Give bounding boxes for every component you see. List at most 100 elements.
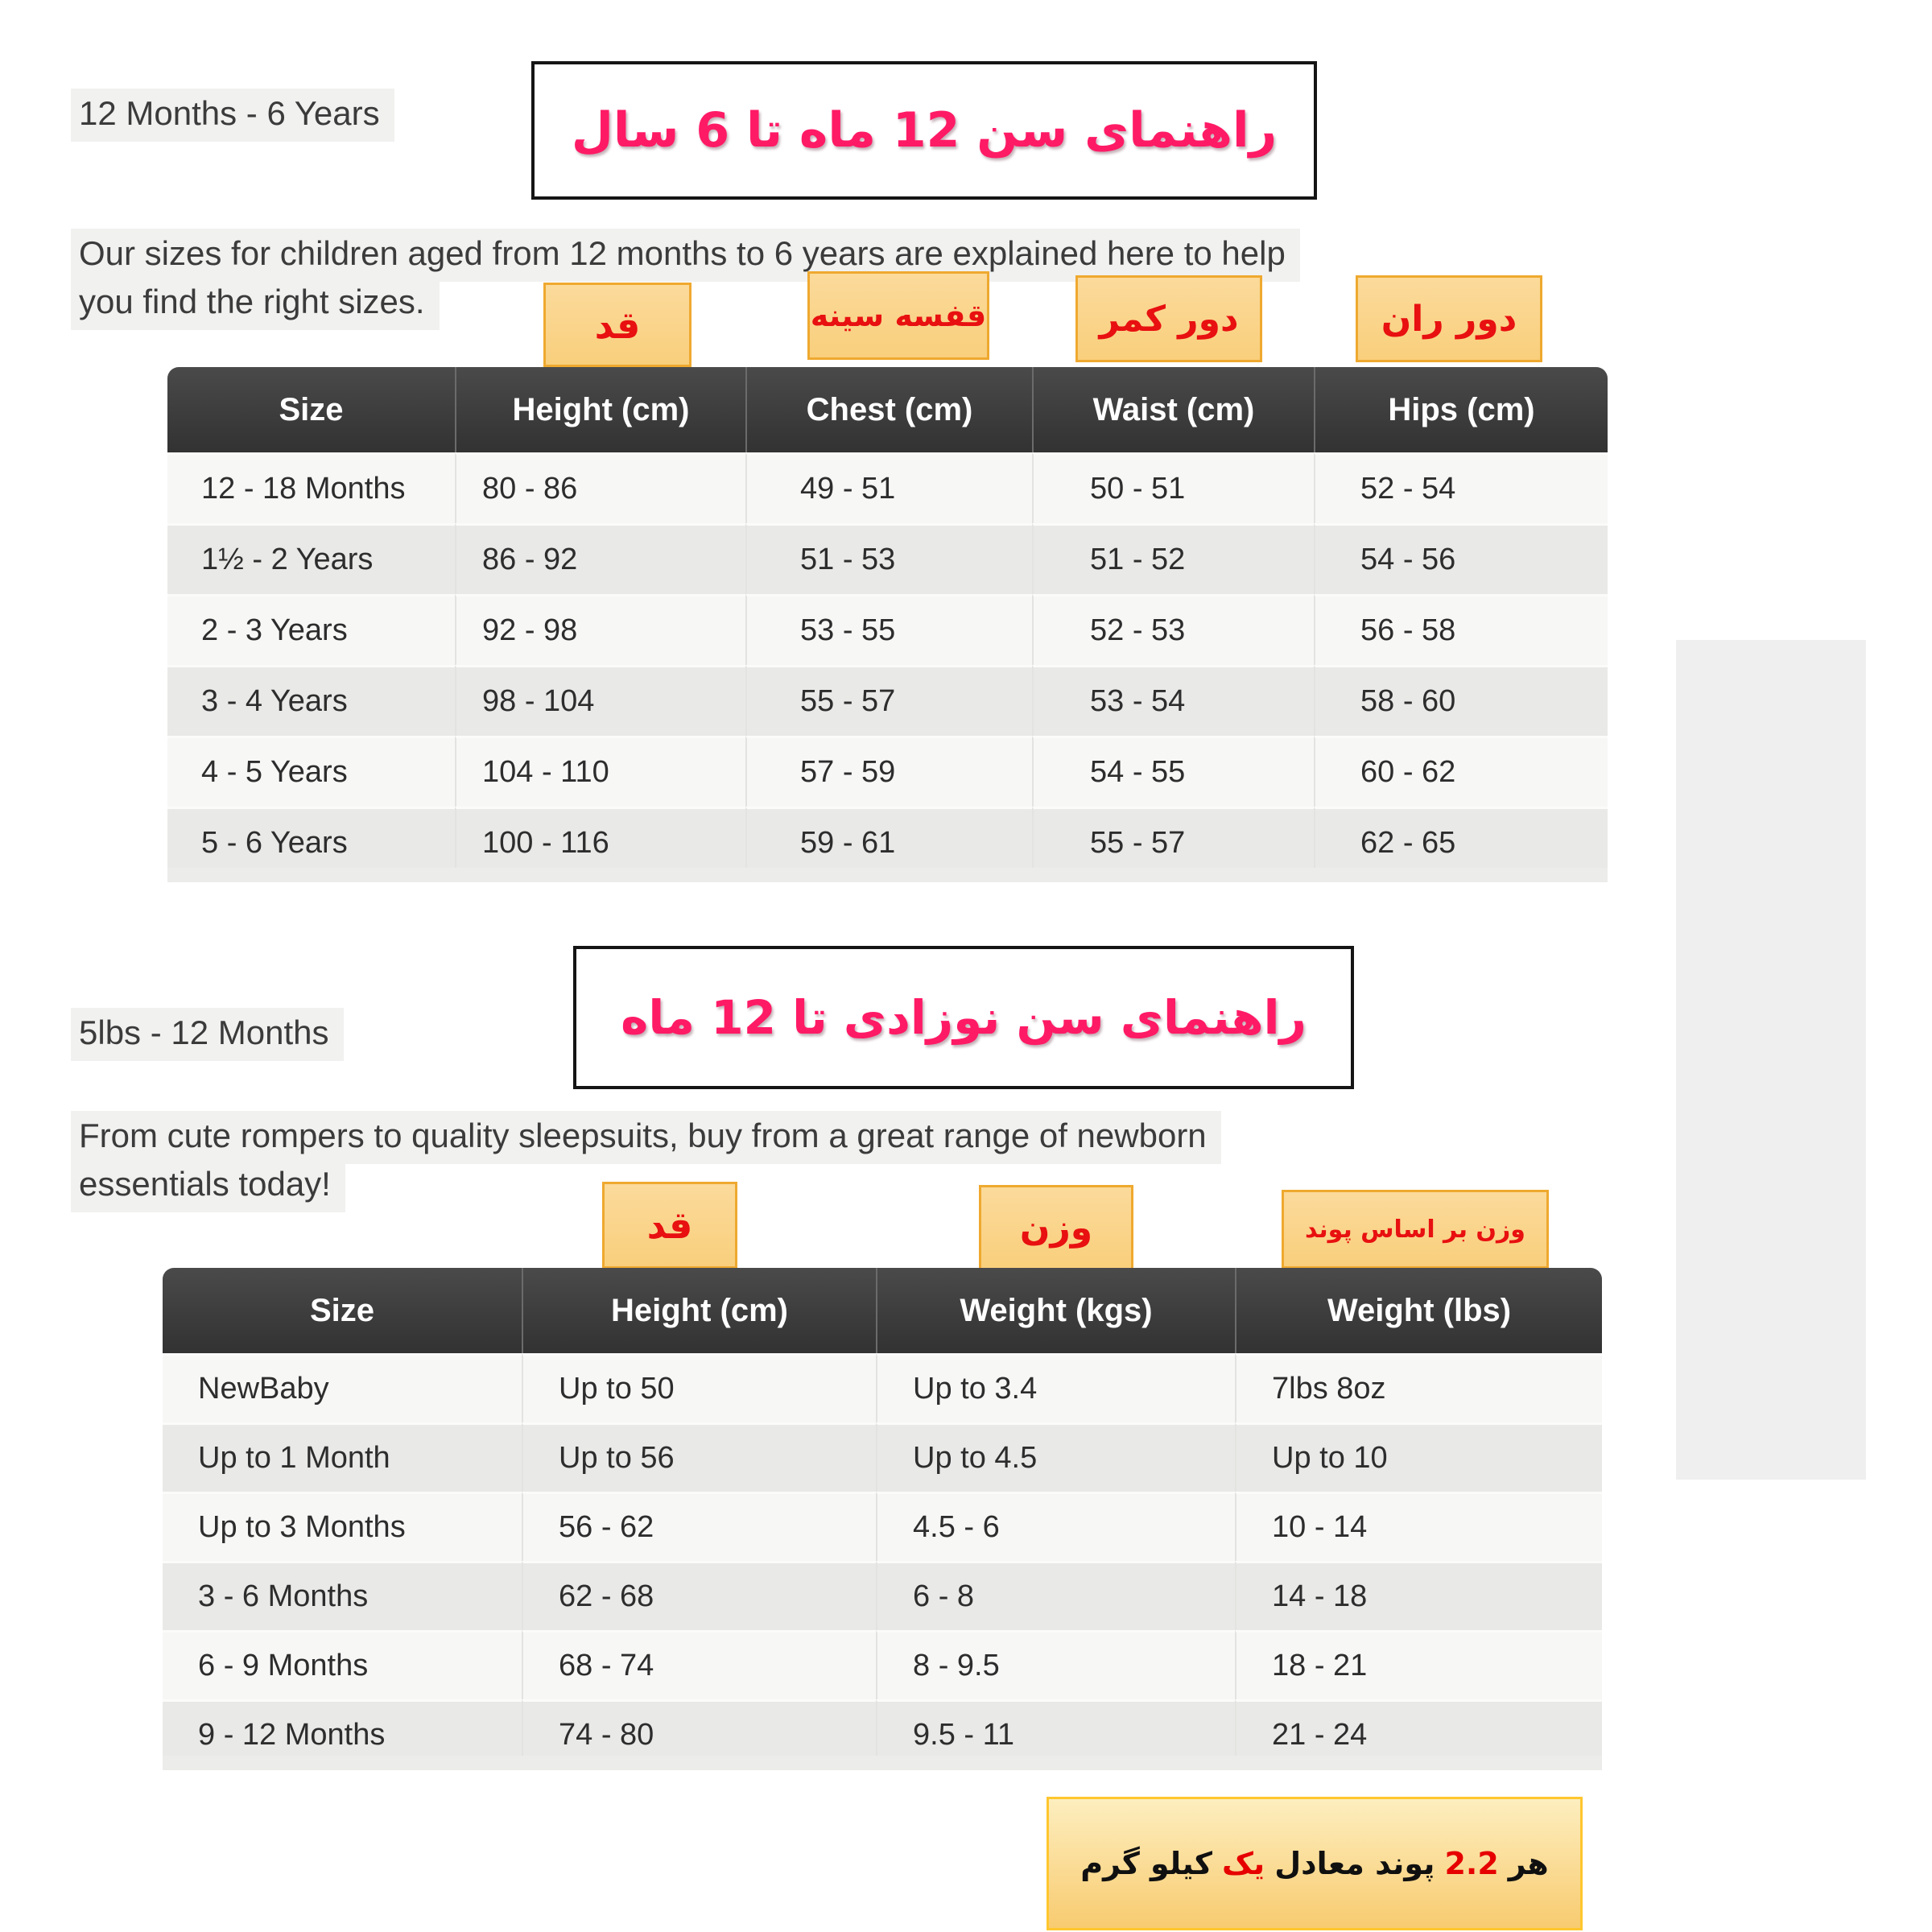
note-value-red: یک — [1222, 1846, 1265, 1881]
pound-conversion-note: هر 2.2 پوند معادل یک کیلو گرم — [1046, 1797, 1583, 1930]
table-cell: 12 - 18 Months — [167, 452, 455, 523]
column-header: Height (cm) — [522, 1268, 876, 1353]
column-header: Hips (cm) — [1314, 367, 1608, 452]
column-header: Height (cm) — [455, 367, 745, 452]
table1-footer-strip — [167, 868, 1608, 882]
label-height2-fa: قد — [602, 1182, 737, 1269]
table-cell: 8 - 9.5 — [876, 1630, 1235, 1699]
label-height-fa: قد — [543, 283, 691, 367]
table-cell: Up to 50 — [522, 1353, 876, 1422]
table-row: 2 - 3 Years 92 - 98 53 - 55 52 - 53 56 -… — [167, 594, 1608, 665]
table-cell: 3 - 4 Years — [167, 665, 455, 736]
table-cell: Up to 56 — [522, 1422, 876, 1492]
table-cell: 54 - 56 — [1314, 523, 1608, 594]
column-header: Size — [163, 1268, 522, 1353]
right-gray-panel — [1676, 640, 1866, 1480]
table-cell: 104 - 110 — [455, 736, 745, 807]
table-row: 3 - 6 Months 62 - 68 6 - 8 14 - 18 — [163, 1561, 1602, 1630]
table-cell: 74 - 80 — [522, 1699, 876, 1769]
table-cell: Up to 4.5 — [876, 1422, 1235, 1492]
label-hips-fa: دور ران — [1356, 275, 1542, 362]
table-cell: 68 - 74 — [522, 1630, 876, 1699]
section2-persian-title: راهنمای سن نوزادی تا 12 ماه — [621, 990, 1307, 1045]
table-row: Up to 1 Month Up to 56 Up to 4.5 Up to 1… — [163, 1422, 1602, 1492]
table-cell: 62 - 68 — [522, 1561, 876, 1630]
table-cell: 9 - 12 Months — [163, 1699, 522, 1769]
table-cell: 56 - 58 — [1314, 594, 1608, 665]
size-table-12m-6y: Size Height (cm) Chest (cm) Waist (cm) H… — [167, 367, 1608, 877]
table-cell: 1½ - 2 Years — [167, 523, 455, 594]
column-header: Size — [167, 367, 455, 452]
table-cell: 18 - 21 — [1235, 1630, 1602, 1699]
column-header: Chest (cm) — [745, 367, 1032, 452]
table-cell: 49 - 51 — [745, 452, 1032, 523]
label-weight-fa: وزن — [979, 1185, 1133, 1270]
section1-paragraph-line1: Our sizes for children aged from 12 mont… — [71, 229, 1300, 283]
table-cell: 58 - 60 — [1314, 665, 1608, 736]
table-cell: 56 - 62 — [522, 1492, 876, 1561]
table-cell: 98 - 104 — [455, 665, 745, 736]
table-cell: 55 - 57 — [745, 665, 1032, 736]
column-header: Weight (kgs) — [876, 1268, 1235, 1353]
table-cell: Up to 1 Month — [163, 1422, 522, 1492]
table-row: NewBaby Up to 50 Up to 3.4 7lbs 8oz — [163, 1353, 1602, 1422]
table-cell: 6 - 8 — [876, 1561, 1235, 1630]
table-header-row: Size Height (cm) Chest (cm) Waist (cm) H… — [167, 367, 1608, 452]
size-table-5lbs-12m: Size Height (cm) Weight (kgs) Weight (lb… — [163, 1268, 1602, 1769]
table-cell: 52 - 54 — [1314, 452, 1608, 523]
note-text: هر — [1508, 1846, 1549, 1881]
table-cell: 51 - 53 — [745, 523, 1032, 594]
table-cell: 62 - 65 — [1314, 807, 1608, 877]
table-cell: 60 - 62 — [1314, 736, 1608, 807]
table-cell: 57 - 59 — [745, 736, 1032, 807]
table-row: Up to 3 Months 56 - 62 4.5 - 6 10 - 14 — [163, 1492, 1602, 1561]
section2-paragraph-line2: essentials today! — [71, 1159, 345, 1213]
table-row: 1½ - 2 Years 86 - 92 51 - 53 51 - 52 54 … — [167, 523, 1608, 594]
table-cell: 6 - 9 Months — [163, 1630, 522, 1699]
table-cell: 54 - 55 — [1032, 736, 1314, 807]
note-text: پوند معادل — [1274, 1846, 1435, 1881]
table-cell: 51 - 52 — [1032, 523, 1314, 594]
table-cell: 4.5 - 6 — [876, 1492, 1235, 1561]
table-row: 6 - 9 Months 68 - 74 8 - 9.5 18 - 21 — [163, 1630, 1602, 1699]
table-cell: 100 - 116 — [455, 807, 745, 877]
label-weight-lbs-fa: وزن بر اساس پوند — [1282, 1190, 1549, 1269]
table-cell: 50 - 51 — [1032, 452, 1314, 523]
section1-paragraph-line2: you find the right sizes. — [71, 277, 440, 331]
column-header: Waist (cm) — [1032, 367, 1314, 452]
table-cell: 10 - 14 — [1235, 1492, 1602, 1561]
table-cell: 9.5 - 11 — [876, 1699, 1235, 1769]
table-cell: Up to 3 Months — [163, 1492, 522, 1561]
section1-title-box: راهنمای سن 12 ماه تا 6 سال — [531, 61, 1317, 200]
column-header: Weight (lbs) — [1235, 1268, 1602, 1353]
table-header-row: Size Height (cm) Weight (kgs) Weight (lb… — [163, 1268, 1602, 1353]
table-cell: 55 - 57 — [1032, 807, 1314, 877]
table-cell: 14 - 18 — [1235, 1561, 1602, 1630]
section2-paragraph-line1: From cute rompers to quality sleepsuits,… — [71, 1111, 1221, 1165]
table-row: 5 - 6 Years 100 - 116 59 - 61 55 - 57 62… — [167, 807, 1608, 877]
section2-title-box: راهنمای سن نوزادی تا 12 ماه — [573, 946, 1354, 1089]
table-cell: 53 - 55 — [745, 594, 1032, 665]
label-chest-fa: قفسه سینه — [807, 271, 989, 360]
table-row: 4 - 5 Years 104 - 110 57 - 59 54 - 55 60… — [167, 736, 1608, 807]
table-cell: 2 - 3 Years — [167, 594, 455, 665]
table-cell: 52 - 53 — [1032, 594, 1314, 665]
table-cell: Up to 10 — [1235, 1422, 1602, 1492]
table-cell: 80 - 86 — [455, 452, 745, 523]
table2-footer-strip — [163, 1756, 1602, 1770]
section1-heading: 12 Months - 6 Years — [71, 89, 394, 142]
table-cell: 92 - 98 — [455, 594, 745, 665]
section1-persian-title: راهنمای سن 12 ماه تا 6 سال — [571, 102, 1278, 159]
table-cell: 53 - 54 — [1032, 665, 1314, 736]
table-cell: 21 - 24 — [1235, 1699, 1602, 1769]
table-cell: 4 - 5 Years — [167, 736, 455, 807]
table-row: 12 - 18 Months 80 - 86 49 - 51 50 - 51 5… — [167, 452, 1608, 523]
note-text: کیلو گرم — [1080, 1846, 1212, 1881]
table-row: 3 - 4 Years 98 - 104 55 - 57 53 - 54 58 … — [167, 665, 1608, 736]
table-cell: 59 - 61 — [745, 807, 1032, 877]
table-cell: 86 - 92 — [455, 523, 745, 594]
table-cell: 7lbs 8oz — [1235, 1353, 1602, 1422]
note-value-red: 2.2 — [1444, 1846, 1499, 1881]
table-cell: 5 - 6 Years — [167, 807, 455, 877]
